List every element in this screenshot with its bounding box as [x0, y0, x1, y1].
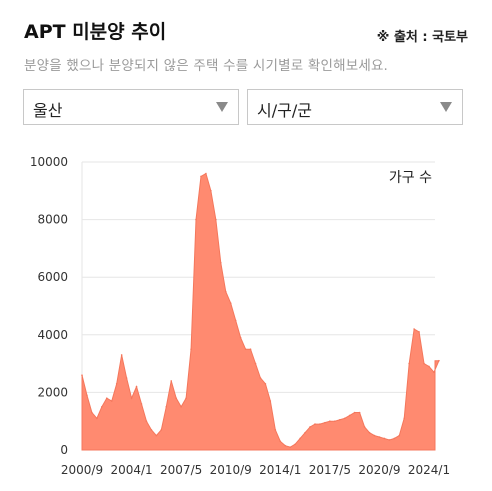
data-point [398, 434, 401, 437]
data-point [229, 302, 232, 304]
y-tick-label: 0 [60, 443, 68, 457]
data-point [413, 328, 415, 330]
chevron-down-icon [216, 102, 228, 112]
data-point [274, 429, 277, 431]
data-point [239, 336, 242, 339]
y-tick-label: 10000 [30, 155, 68, 169]
data-point [81, 374, 83, 376]
data-point [215, 218, 217, 221]
data-point [353, 411, 356, 414]
data-point [96, 417, 98, 420]
data-point [91, 411, 93, 414]
data-point [314, 423, 316, 425]
data-point [348, 414, 351, 417]
data-point [220, 262, 222, 264]
data-point [155, 434, 158, 437]
data-point [403, 417, 406, 420]
region-select[interactable]: 울산 [23, 89, 239, 125]
data-point [125, 377, 128, 379]
data-point [334, 420, 336, 423]
data-point [249, 348, 252, 350]
data-point [319, 423, 321, 425]
data-point [135, 385, 138, 388]
data-point [224, 290, 227, 293]
data-point [383, 437, 386, 440]
data-point [388, 439, 391, 441]
x-tick-label: 2007/5 [160, 463, 202, 477]
data-point [190, 348, 192, 350]
data-point [120, 354, 123, 356]
data-point [140, 403, 143, 405]
data-point [358, 411, 361, 414]
data-point [105, 397, 108, 399]
x-tick-label: 2010/9 [210, 463, 252, 477]
y-tick-label: 4000 [37, 328, 68, 342]
data-point [115, 382, 118, 385]
data-point [200, 175, 202, 178]
subtitle: 분양을 했으나 분양되지 않은 주택 수를 시기별로 확인해보세요. [24, 58, 389, 74]
data-point [165, 406, 168, 408]
data-point [160, 429, 163, 431]
data-point [110, 400, 113, 402]
data-point [373, 434, 376, 437]
data-point [259, 377, 262, 379]
data-point [428, 365, 430, 368]
chevron-down-icon [440, 102, 452, 112]
data-point [284, 444, 287, 447]
x-tick-label: 2000/9 [61, 463, 103, 477]
data-point [289, 446, 292, 448]
data-point [210, 190, 212, 192]
data-point [264, 382, 267, 385]
data-point [195, 218, 197, 221]
district-select[interactable]: 시/구/군 [247, 89, 463, 125]
data-point [299, 437, 301, 440]
y-tick-label: 2000 [37, 385, 68, 399]
data-point [363, 426, 366, 428]
unsold-apartments-chart: 0 2000 4000 6000 8000 10000 2000/9 2004/1 2007/… [30, 155, 450, 477]
x-tick-label: 2017/5 [309, 463, 351, 477]
data-point [205, 172, 207, 175]
data-point [185, 397, 187, 399]
data-point [180, 406, 182, 408]
data-point [269, 400, 272, 402]
source-note: ※ 출처 : 국토부 [376, 30, 468, 45]
data-point [294, 443, 296, 446]
data-point [378, 436, 381, 438]
region-select-value: 울산 [33, 101, 63, 120]
data-point [175, 397, 177, 399]
data-point [324, 421, 326, 424]
data-point [329, 420, 331, 423]
data-point [338, 418, 341, 421]
data-point [433, 371, 435, 374]
data-point [170, 380, 173, 382]
x-tick-label: 2020/9 [358, 463, 400, 477]
page-title: APT 미분양 추이 [24, 21, 167, 43]
data-point [423, 362, 425, 365]
data-point [438, 359, 440, 362]
y-tick-label: 8000 [37, 213, 68, 227]
y-tick-label: 6000 [37, 270, 68, 284]
data-point [145, 420, 148, 423]
data-point [279, 440, 282, 443]
x-tick-label: 2014/1 [259, 463, 301, 477]
data-point [234, 319, 237, 322]
data-point [304, 431, 306, 434]
data-point [254, 362, 257, 365]
x-tick-label: 2004/1 [110, 463, 152, 477]
series-area [81, 172, 440, 451]
data-point [244, 348, 247, 350]
data-point [150, 429, 153, 431]
data-point [309, 426, 311, 428]
data-point [86, 394, 88, 397]
district-select-value: 시/구/군 [257, 101, 312, 120]
data-point [418, 331, 420, 333]
legend-label: 가구 수 [389, 170, 432, 186]
x-tick-label: 2024/1 [408, 463, 450, 477]
data-point [408, 362, 410, 365]
data-point [130, 397, 133, 399]
data-point [368, 431, 371, 434]
data-point [393, 437, 396, 440]
data-point [343, 417, 346, 420]
data-point [101, 406, 103, 408]
